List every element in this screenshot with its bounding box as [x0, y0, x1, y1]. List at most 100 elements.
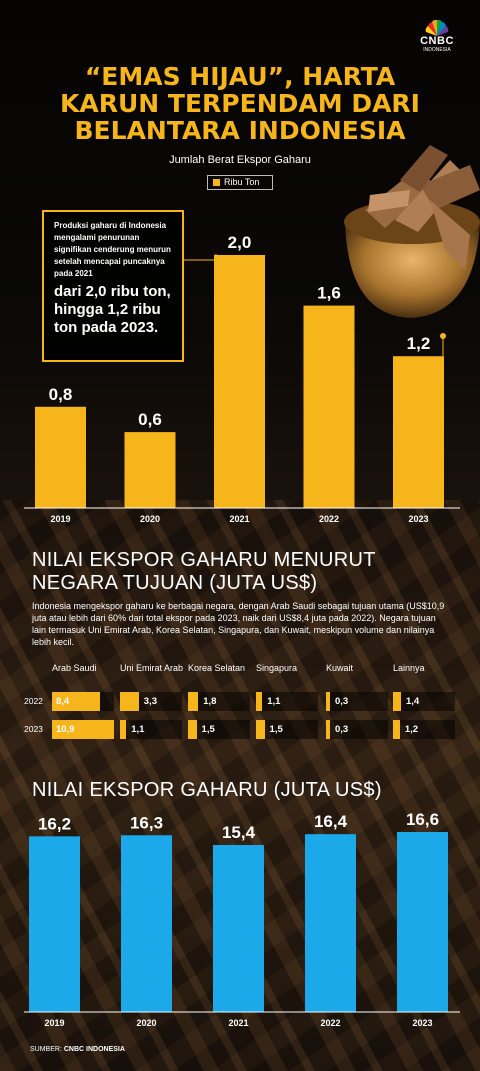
source-note: SUMBER: CNBC INDONESIA [30, 1046, 125, 1053]
callout-leader [184, 254, 217, 261]
title-line-3: BELANTARA INDONESIA [74, 116, 406, 145]
cell-value: 10,9 [56, 724, 75, 735]
cell-bar [188, 692, 199, 711]
legend-swatch [213, 179, 220, 186]
cell-value: 3,3 [143, 696, 157, 707]
title-line-2: KARUN TERPENDAM DARI [60, 89, 420, 118]
cell-bar [393, 720, 400, 739]
chart1-value-label: 1,2 [407, 334, 431, 353]
chart1-bar-2022 [303, 305, 355, 508]
chart3-year-label: 2019 [44, 1018, 64, 1028]
callout-text: Produksi gaharu di Indonesia mengalami p… [54, 221, 171, 278]
chart1-value-label: 0,6 [138, 410, 162, 429]
cell-bar [393, 692, 401, 711]
cell-background [188, 692, 250, 711]
chart3-svg: 16,2 2019 16,3 2020 15,4 2021 16,4 2022 16,6 2023 [24, 810, 460, 1028]
cell-background [256, 720, 318, 739]
section2-title-line-2: NEGARA TUJUAN (JUTA US$) [32, 572, 318, 594]
country-header: Korea Selatan [188, 663, 246, 673]
cell-value: 1,5 [269, 724, 283, 735]
title-line-1: “EMAS HIJAU”, HARTA [84, 62, 396, 91]
cell-background [188, 720, 250, 739]
country-header: Kuwait [326, 663, 354, 673]
page-title: “EMAS HIJAU”, HARTA KARUN TERPENDAM DARI… [0, 63, 480, 144]
chart3-value-label: 16,2 [38, 814, 71, 833]
cell-value: 1,1 [267, 696, 281, 707]
section3-title: NILAI EKSPOR GAHARU (JUTA US$) [32, 779, 382, 801]
cell-bar [120, 720, 127, 739]
country-header: Lainnya [393, 663, 425, 673]
cell-background [256, 692, 318, 711]
section2-title-line-1: NILAI EKSPOR GAHARU MENURUT [32, 549, 376, 571]
chart3-year-label: 2020 [136, 1018, 156, 1028]
chart3-value-label: 16,6 [406, 810, 439, 829]
country-header: Singapura [256, 663, 298, 673]
chart1-year-label: 2020 [140, 514, 160, 524]
country-table: Arab Saudi Uni Emirat Arab Korea Selatan Si… [0, 660, 480, 750]
chart1-value-label: 2,0 [228, 233, 252, 252]
cell-bar [120, 692, 139, 711]
source-label: SUMBER: [30, 1046, 62, 1053]
chart1-legend: Ribu Ton [207, 175, 273, 190]
chart1-year-label: 2022 [319, 514, 339, 524]
chart1-svg: 0,8 2019 0,6 2020 2,0 2021 1,6 2022 1,2 2023 [24, 233, 460, 524]
bowl-pointer-dot [440, 333, 446, 339]
cell-value: 1,4 [405, 696, 420, 707]
agarwood-bowl-image [344, 145, 480, 318]
legend-label: Ribu Ton [224, 177, 260, 187]
chart3-bar-2023 [397, 832, 448, 1012]
cell-value: 1,5 [201, 724, 215, 735]
country-header: Arab Saudi [52, 663, 97, 673]
cell-value: 1,2 [404, 724, 419, 735]
chart3-bar-2021 [213, 845, 264, 1012]
chart3-value-label: 16,3 [130, 813, 163, 832]
cell-bar [188, 720, 197, 739]
chart3-bar-2020 [121, 835, 172, 1012]
chart1-value-label: 1,6 [317, 284, 341, 303]
cell-value: 1,8 [203, 696, 217, 707]
cell-background [326, 692, 388, 711]
cell-background [393, 692, 455, 711]
cell-bar [326, 692, 330, 711]
cell-background [326, 720, 388, 739]
chart1-subtitle: Jumlah Berat Ekspor Gaharu [169, 154, 311, 166]
chart1-year-label: 2021 [229, 514, 249, 524]
callout-highlight: dari 2,0 ribu ton, hingga 1,2 ribu ton p… [54, 283, 171, 336]
cell-bar [52, 692, 100, 711]
chart1-year-label: 2023 [408, 514, 428, 524]
logo-sub: INDONESIA [423, 47, 451, 53]
chart3-bar-2019 [29, 836, 80, 1012]
chart3-value-label: 16,4 [314, 812, 348, 831]
chart3-year-label: 2021 [228, 1018, 248, 1028]
source-value: CNBC INDONESIA [63, 1046, 125, 1053]
cnbc-logo: CNBC INDONESIA [414, 20, 460, 53]
chart3-bar-2022 [305, 834, 356, 1012]
chart3-year-label: 2022 [320, 1018, 340, 1028]
chart1-callout: Produksi gaharu di Indonesia mengalami p… [42, 210, 184, 362]
chart1-year-label: 2019 [50, 514, 70, 524]
cell-bar [326, 720, 330, 739]
peacock-icon [425, 20, 449, 36]
cell-bar [256, 720, 265, 739]
cell-value: 0,3 [335, 696, 349, 707]
row-year-label: 2022 [24, 696, 43, 706]
cell-bar [256, 692, 263, 711]
cell-value: 8,4 [56, 696, 70, 707]
country-header: Uni Emirat Arab [120, 663, 184, 673]
cell-background [393, 720, 455, 739]
cell-bar [52, 720, 114, 739]
chart1-value-label: 0,8 [49, 385, 73, 404]
chart1-bar-2020 [124, 432, 176, 508]
chart1-bar-2021 [214, 255, 265, 508]
cell-value: 0,3 [335, 724, 349, 735]
cell-background [120, 720, 182, 739]
chart3-year-label: 2023 [412, 1018, 432, 1028]
cell-value: 1,1 [131, 724, 145, 735]
chart1-bar-2019 [35, 406, 86, 508]
section2-title: NILAI EKSPOR GAHARU MENURUT NEGARA TUJUA… [32, 549, 376, 595]
logo-name: CNBC [420, 35, 454, 47]
chart1-bar-2023 [393, 356, 444, 508]
row-year-label: 2023 [24, 724, 43, 734]
chart3-value-label: 15,4 [222, 823, 256, 842]
section2-description: Indonesia mengekspor gaharu ke berbagai … [32, 601, 445, 647]
